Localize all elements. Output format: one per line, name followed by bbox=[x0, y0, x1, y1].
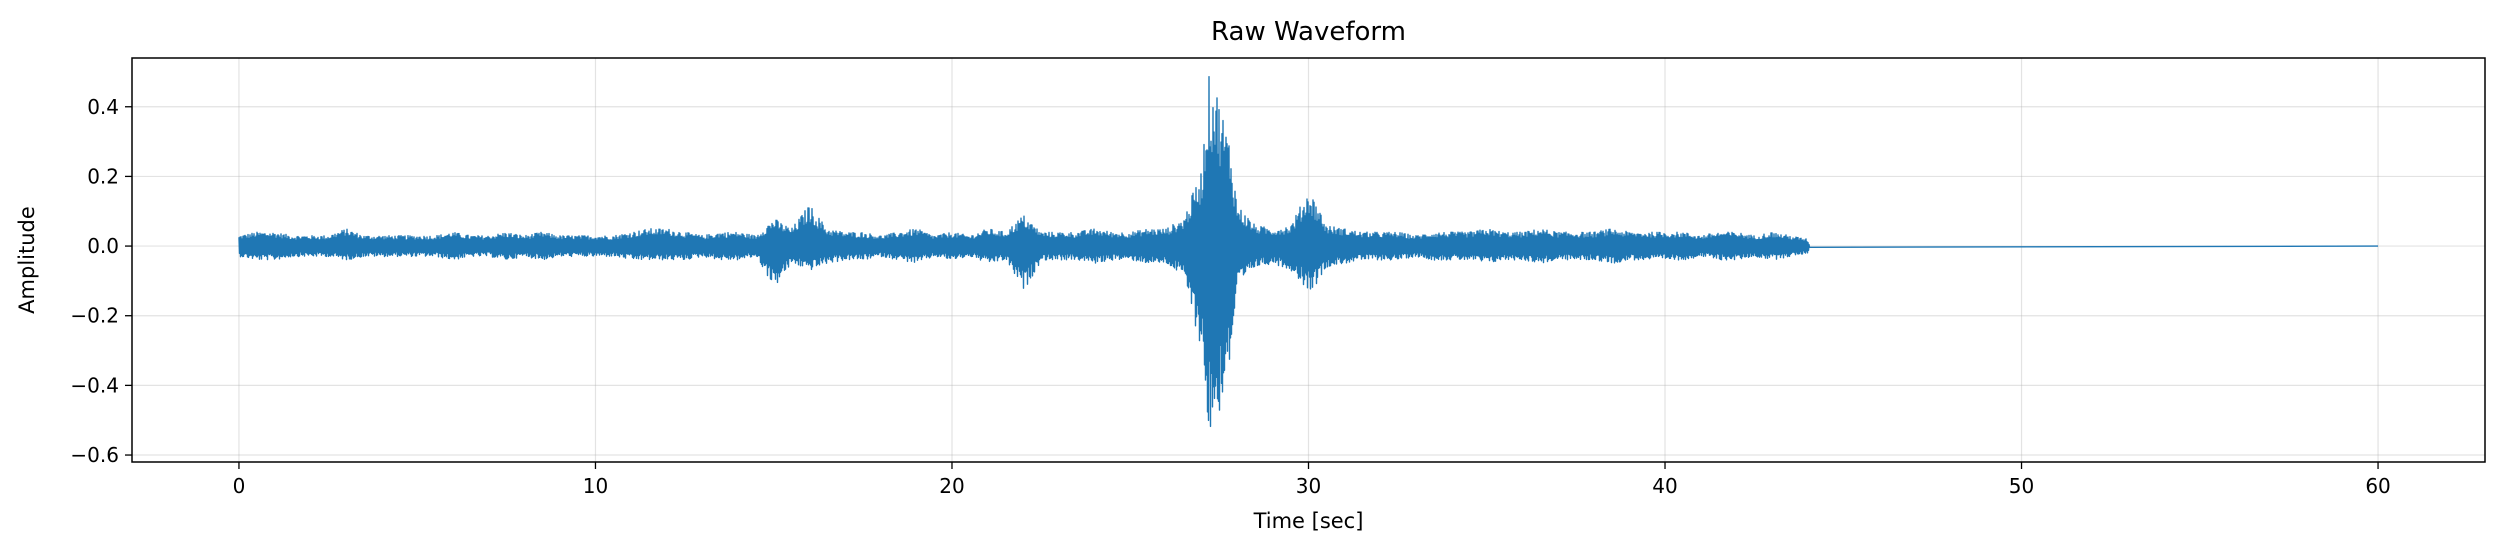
x-tick-label: 30 bbox=[1296, 474, 1321, 498]
y-tick-label: −0.2 bbox=[70, 304, 119, 328]
y-axis-ticks: −0.6 −0.4 −0.2 0.0 0.2 0.4 bbox=[70, 95, 132, 467]
y-tick-label: 0.4 bbox=[87, 95, 119, 119]
x-tick-label: 0 bbox=[233, 474, 246, 498]
waveform-series bbox=[238, 76, 2379, 428]
y-tick-label: 0.2 bbox=[87, 164, 119, 188]
x-tick-label: 50 bbox=[2009, 474, 2034, 498]
x-tick-label: 10 bbox=[583, 474, 608, 498]
x-axis-label: Time [sec] bbox=[1253, 509, 1364, 533]
x-tick-label: 40 bbox=[1652, 474, 1677, 498]
y-tick-label: −0.4 bbox=[70, 373, 119, 397]
chart-title: Raw Waveform bbox=[1211, 17, 1406, 47]
x-tick-label: 60 bbox=[2365, 474, 2390, 498]
y-tick-label: −0.6 bbox=[70, 443, 119, 467]
y-tick-label: 0.0 bbox=[87, 234, 119, 258]
waveform-line bbox=[238, 76, 2379, 428]
x-axis-ticks: 0 10 20 30 40 50 60 bbox=[233, 462, 2391, 498]
x-tick-label: 20 bbox=[939, 474, 964, 498]
y-axis-label: Amplitude bbox=[15, 206, 39, 314]
